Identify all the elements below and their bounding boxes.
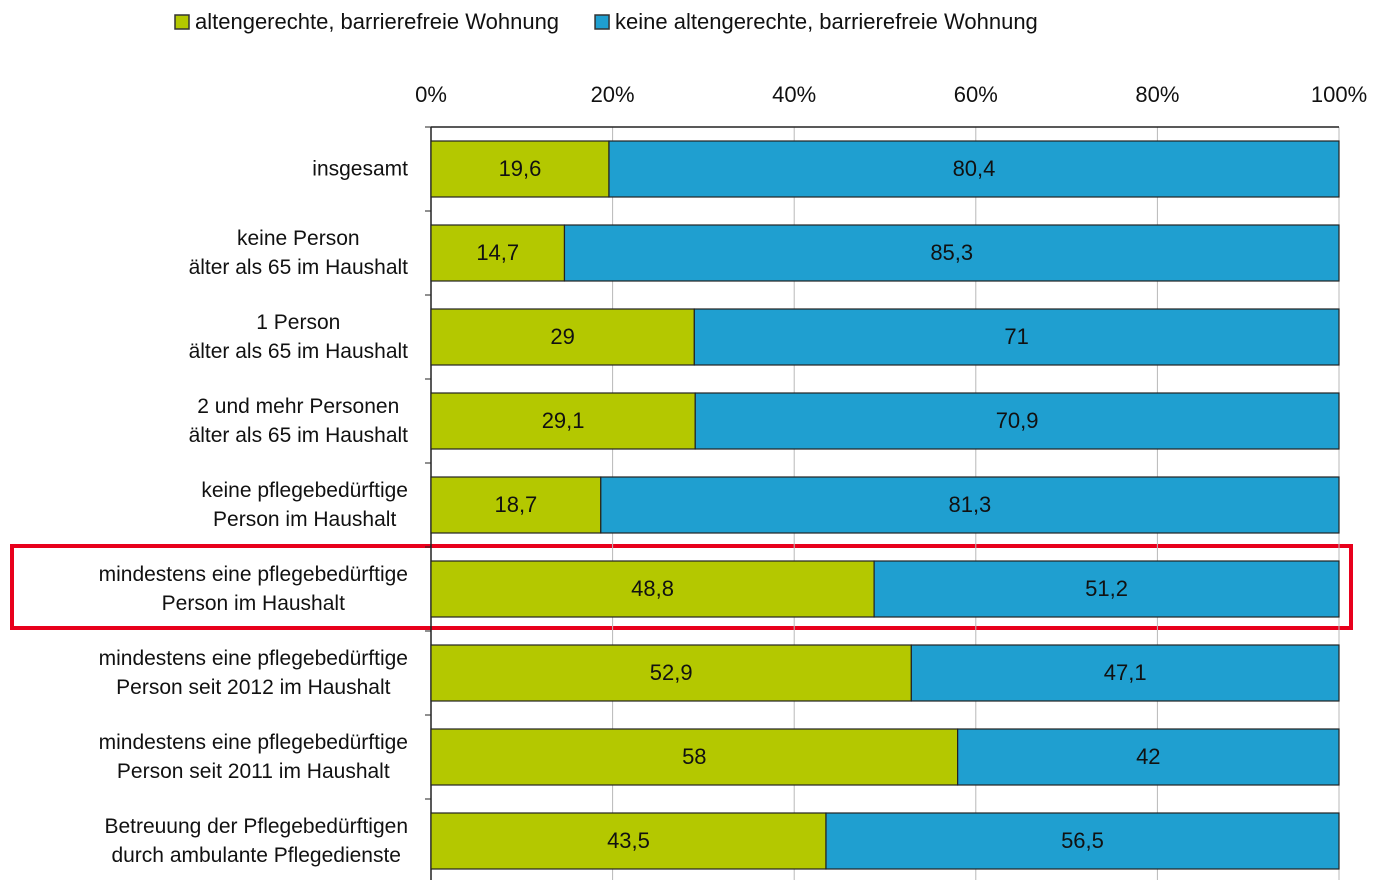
value-label: 81,3 bbox=[948, 492, 991, 517]
value-label: 48,8 bbox=[631, 576, 674, 601]
y-tick-label: keine Person älter als 65 im Haushalt bbox=[188, 227, 408, 279]
x-tick-label: 100% bbox=[1311, 82, 1367, 107]
bar-segment bbox=[430, 140, 610, 198]
bar-segment bbox=[430, 476, 602, 534]
legend-label: keine altengerechte, barrierefreie Wohnu… bbox=[615, 9, 1038, 34]
x-tick-label: 20% bbox=[591, 82, 635, 107]
bar-segment bbox=[430, 560, 875, 618]
bar-segment bbox=[910, 644, 1340, 702]
value-label: 29 bbox=[550, 324, 574, 349]
bar-segment bbox=[957, 728, 1340, 786]
y-tick-label: mindestens eine pflegebedürftige Person … bbox=[98, 647, 408, 699]
legend-marker bbox=[594, 14, 610, 30]
legend-label: altengerechte, barrierefreie Wohnung bbox=[195, 9, 559, 34]
bar-segment bbox=[563, 224, 1340, 282]
bar-segment bbox=[600, 476, 1340, 534]
bar-segment bbox=[825, 812, 1340, 870]
value-label: 14,7 bbox=[476, 240, 519, 265]
value-label: 52,9 bbox=[650, 660, 693, 685]
value-label: 29,1 bbox=[542, 408, 585, 433]
bar-segment bbox=[694, 392, 1340, 450]
legend-marker bbox=[174, 14, 190, 30]
y-tick-label: mindestens eine pflegebedürftige Person … bbox=[98, 731, 408, 783]
value-label: 18,7 bbox=[494, 492, 537, 517]
y-tick-label: 1 Person älter als 65 im Haushalt bbox=[188, 311, 408, 363]
bar-segment bbox=[430, 224, 566, 282]
value-label: 43,5 bbox=[607, 828, 650, 853]
value-label: 42 bbox=[1136, 744, 1160, 769]
bar-segment bbox=[430, 728, 959, 786]
y-tick-label: keine pflegebedürftige Person im Haushal… bbox=[201, 479, 408, 531]
y-tick-label: mindestens eine pflegebedürftige Person … bbox=[98, 563, 408, 615]
bar-segment bbox=[693, 308, 1340, 366]
value-label: 51,2 bbox=[1085, 576, 1128, 601]
highlight-box bbox=[10, 544, 1353, 630]
value-label: 71 bbox=[1004, 324, 1028, 349]
x-tick-label: 0% bbox=[415, 82, 447, 107]
value-label: 47,1 bbox=[1104, 660, 1147, 685]
value-label: 80,4 bbox=[953, 156, 996, 181]
value-label: 19,6 bbox=[499, 156, 542, 181]
bar-segment bbox=[430, 308, 695, 366]
x-tick-label: 60% bbox=[954, 82, 998, 107]
value-label: 56,5 bbox=[1061, 828, 1104, 853]
y-tick-label: insgesamt bbox=[312, 157, 408, 181]
y-tick-label: 2 und mehr Personen älter als 65 im Haus… bbox=[188, 395, 408, 447]
value-label: 70,9 bbox=[996, 408, 1039, 433]
bar-segment bbox=[873, 560, 1340, 618]
value-label: 58 bbox=[682, 744, 706, 769]
value-label: 85,3 bbox=[930, 240, 973, 265]
x-tick-label: 80% bbox=[1135, 82, 1179, 107]
bar-segment bbox=[608, 140, 1340, 198]
bar-segment bbox=[430, 392, 696, 450]
x-tick-label: 40% bbox=[772, 82, 816, 107]
y-tick-label: Betreuung der Pflegebedürftigen durch am… bbox=[104, 815, 408, 867]
